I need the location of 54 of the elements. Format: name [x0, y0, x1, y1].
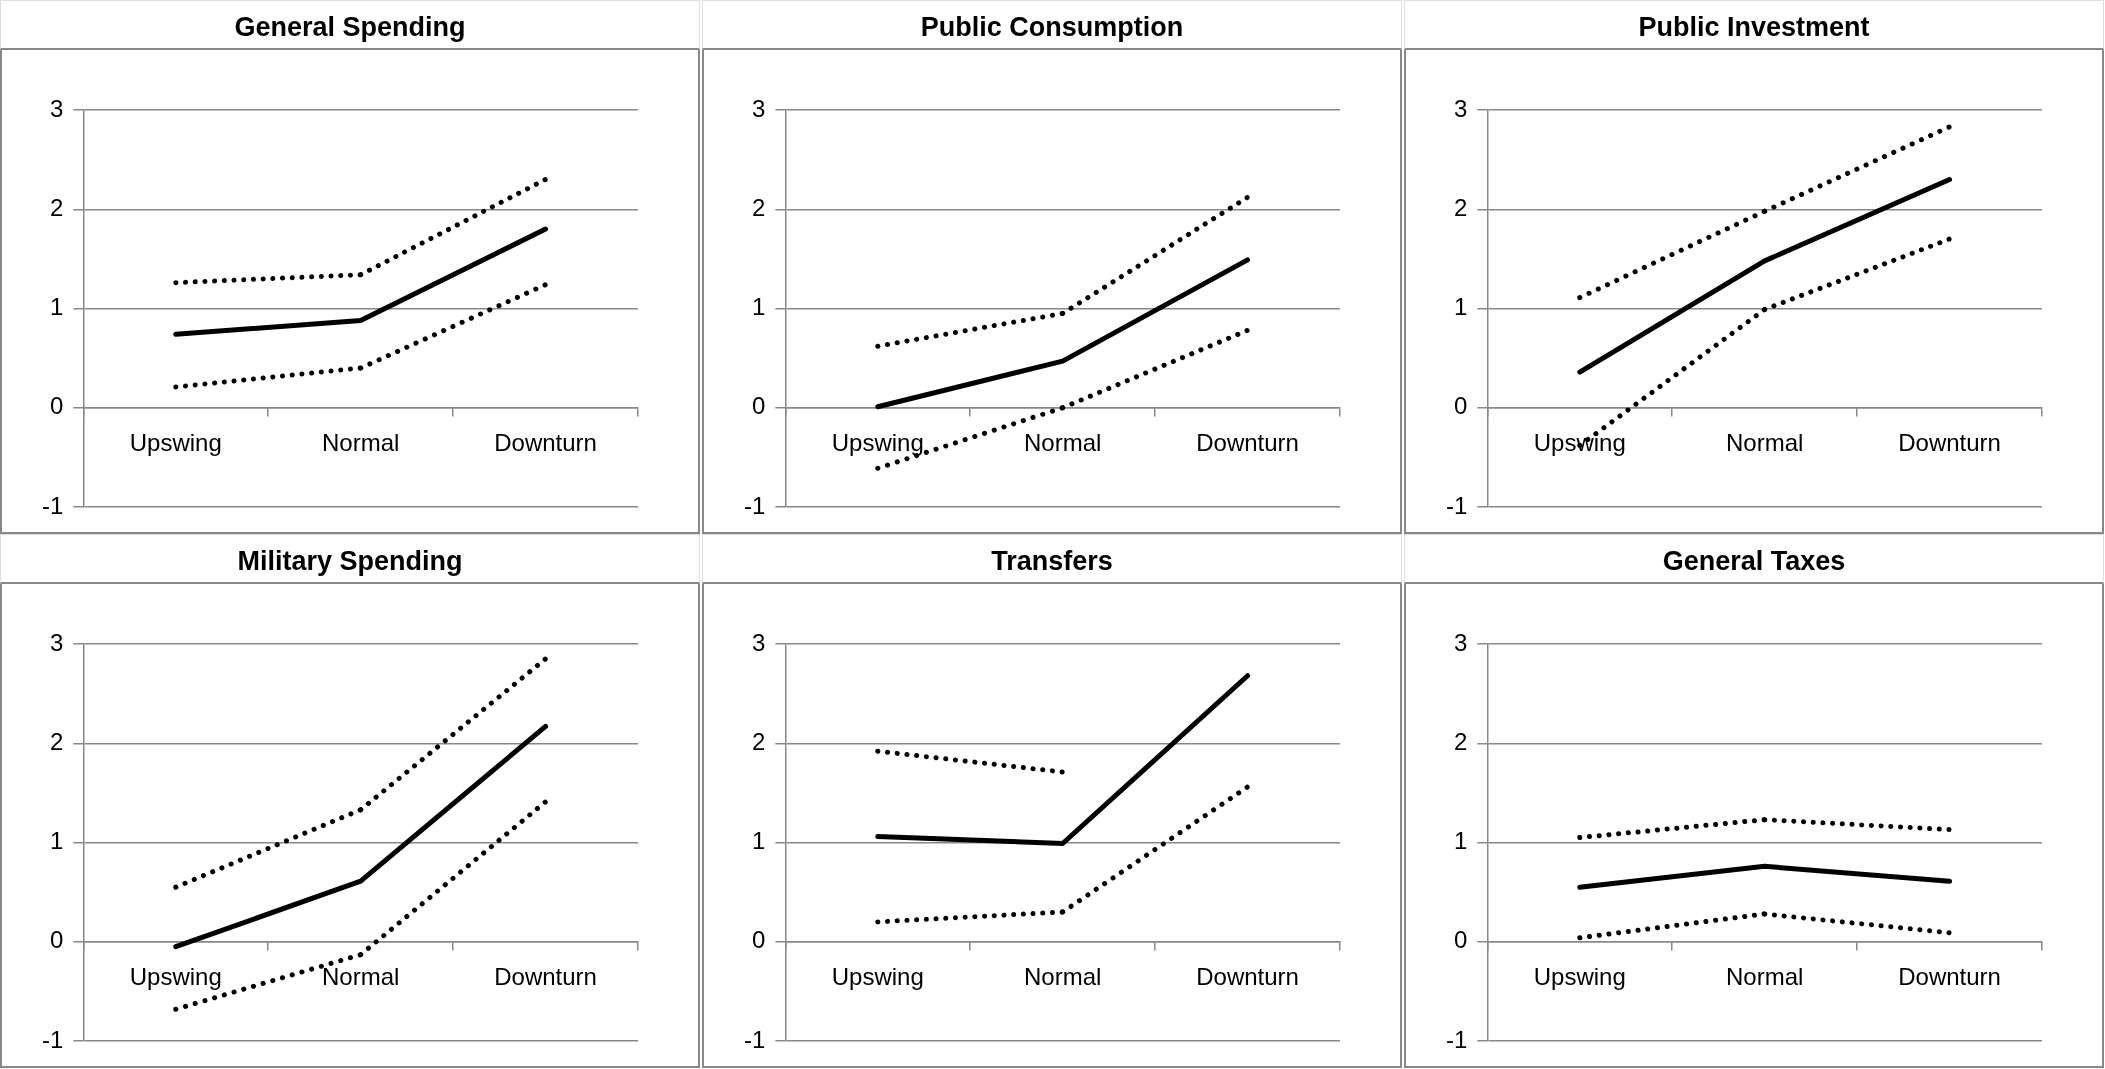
y-tick-label: -1	[42, 1025, 64, 1053]
y-tick-label: 1	[1453, 293, 1468, 321]
x-tick-label: Upswing	[1533, 962, 1626, 990]
y-tick-label: 0	[751, 392, 766, 420]
y-tick-label: 2	[1453, 727, 1468, 755]
x-tick-label: Normal	[322, 962, 400, 990]
x-tick-label: Normal	[1726, 962, 1804, 990]
y-tick-label: 3	[1453, 628, 1468, 656]
x-tick-label: Normal	[322, 428, 400, 456]
chart-title: General Taxes	[1404, 534, 2104, 584]
chart-title: Public Consumption	[702, 0, 1402, 50]
y-tick-label: 3	[751, 628, 766, 656]
x-tick-label: Normal	[1726, 428, 1804, 456]
x-tick-label: Downturn	[494, 962, 597, 990]
x-tick-label: Upswing	[129, 428, 222, 456]
y-tick-label: 3	[49, 628, 64, 656]
x-tick-label: Upswing	[1533, 428, 1626, 456]
chart-title: Public Investment	[1404, 0, 2104, 50]
x-tick-label: Downturn	[494, 428, 597, 456]
y-tick-label: 0	[49, 926, 64, 954]
y-tick-label: -1	[1446, 1025, 1468, 1053]
y-tick-label: 2	[1453, 193, 1468, 221]
y-tick-label: -1	[42, 491, 64, 519]
y-tick-label: 1	[1453, 827, 1468, 855]
y-tick-label: -1	[744, 1025, 766, 1053]
chart-title: Transfers	[702, 534, 1402, 584]
x-tick-label: Downturn	[1898, 962, 2001, 990]
y-tick-label: 1	[49, 827, 64, 855]
chart-title: Military Spending	[0, 534, 700, 584]
y-tick-label: 1	[751, 293, 766, 321]
x-tick-label: Upswing	[831, 428, 924, 456]
x-tick-label: Downturn	[1196, 428, 1299, 456]
x-tick-label: Downturn	[1196, 962, 1299, 990]
y-tick-label: -1	[744, 491, 766, 519]
y-tick-label: 1	[751, 827, 766, 855]
x-tick-label: Normal	[1024, 428, 1102, 456]
y-tick-label: 0	[49, 392, 64, 420]
y-tick-label: 3	[751, 94, 766, 122]
y-tick-label: 2	[751, 727, 766, 755]
y-tick-label: 2	[751, 193, 766, 221]
x-tick-label: Downturn	[1898, 428, 2001, 456]
y-tick-label: 3	[1453, 94, 1468, 122]
y-tick-label: 2	[49, 193, 64, 221]
y-tick-label: 0	[1453, 926, 1468, 954]
x-tick-label: Upswing	[831, 962, 924, 990]
chart-title: General Spending	[0, 0, 700, 50]
y-tick-label: 0	[1453, 392, 1468, 420]
x-tick-label: Upswing	[129, 962, 222, 990]
y-tick-label: 1	[49, 293, 64, 321]
y-tick-label: 2	[49, 727, 64, 755]
x-tick-label: Normal	[1024, 962, 1102, 990]
y-tick-label: -1	[1446, 491, 1468, 519]
y-tick-label: 3	[49, 94, 64, 122]
y-tick-label: 0	[751, 926, 766, 954]
